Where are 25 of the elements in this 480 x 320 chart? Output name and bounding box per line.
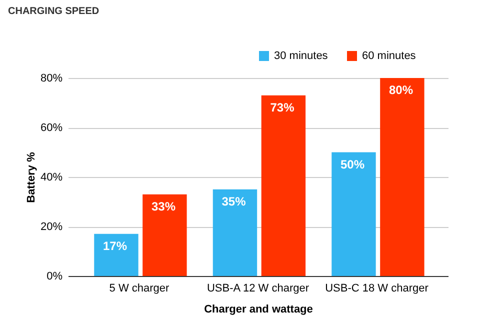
legend-label: 60 minutes (362, 50, 416, 62)
x-axis-title: Charger and wattage (204, 304, 313, 316)
chart-title: CHARGING SPEED (8, 6, 100, 17)
y-tick-label: 40% (40, 172, 63, 184)
data-label: 73% (270, 100, 295, 114)
y-axis-title: Battery % (25, 152, 38, 203)
bar (94, 234, 138, 276)
data-label: 17% (103, 238, 128, 253)
data-label: 50% (340, 157, 365, 172)
y-tick-label: 80% (40, 72, 63, 84)
data-label: 33% (151, 199, 176, 214)
x-tick-label: 5 W charger (109, 282, 170, 294)
legend-label: 30 minutes (274, 50, 328, 62)
data-label: 35% (222, 194, 246, 208)
bar (212, 189, 258, 276)
bar (142, 194, 187, 276)
y-tick-label: 20% (40, 221, 63, 233)
x-tick-label: USB-A 12 W charger (206, 282, 310, 294)
bar (380, 78, 424, 276)
data-label: 80% (388, 83, 414, 97)
y-tick-label: 0% (46, 270, 63, 282)
bar (332, 152, 376, 276)
y-tick-label: 60% (40, 122, 63, 134)
x-tick-label: USB-C 18 W charger (325, 282, 429, 294)
bar (261, 95, 306, 276)
